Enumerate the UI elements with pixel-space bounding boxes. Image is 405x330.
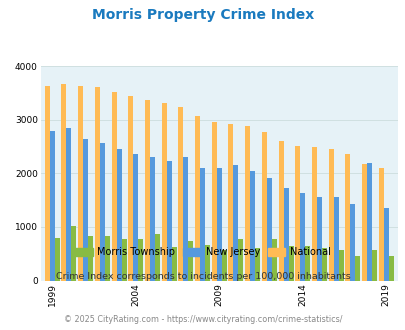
Bar [233, 165, 238, 280]
Bar [145, 100, 149, 280]
Bar [288, 246, 293, 280]
Bar [278, 141, 283, 280]
Bar [71, 226, 76, 280]
Bar [149, 157, 155, 280]
Bar [388, 256, 393, 280]
Text: © 2025 CityRating.com - https://www.cityrating.com/crime-statistics/: © 2025 CityRating.com - https://www.city… [64, 315, 341, 324]
Bar [104, 236, 110, 280]
Bar [171, 247, 176, 280]
Bar [338, 250, 343, 280]
Bar [344, 154, 350, 280]
Bar [194, 116, 200, 280]
Bar [366, 163, 371, 280]
Bar [116, 149, 121, 280]
Bar [305, 246, 309, 280]
Bar [354, 256, 359, 280]
Bar [299, 193, 305, 280]
Bar [321, 248, 326, 280]
Bar [133, 154, 138, 280]
Bar [266, 178, 271, 280]
Bar [161, 103, 166, 280]
Bar [188, 241, 193, 280]
Bar [100, 143, 104, 280]
Bar [166, 161, 171, 280]
Text: Morris Property Crime Index: Morris Property Crime Index [92, 8, 313, 22]
Bar [183, 157, 188, 280]
Bar [371, 250, 376, 280]
Bar [294, 146, 299, 280]
Bar [45, 86, 50, 280]
Bar [361, 164, 366, 280]
Bar [88, 236, 93, 280]
Bar [249, 171, 254, 280]
Bar [333, 197, 338, 280]
Bar [316, 197, 321, 280]
Bar [61, 84, 66, 280]
Bar [155, 234, 160, 280]
Bar [383, 208, 388, 280]
Bar [216, 168, 221, 280]
Bar [200, 168, 205, 280]
Bar [55, 238, 60, 280]
Bar [261, 132, 266, 280]
Bar [254, 248, 260, 280]
Bar [228, 124, 233, 280]
Bar [178, 107, 183, 280]
Bar [66, 128, 71, 280]
Bar [138, 239, 143, 280]
Bar [78, 86, 83, 280]
Bar [50, 131, 55, 280]
Bar [311, 147, 316, 280]
Bar [211, 122, 216, 280]
Bar [221, 250, 226, 280]
Bar [328, 148, 333, 280]
Bar [111, 92, 116, 280]
Bar [121, 239, 126, 280]
Bar [238, 239, 243, 280]
Bar [83, 139, 88, 280]
Bar [378, 168, 383, 280]
Bar [350, 204, 354, 280]
Bar [95, 87, 100, 280]
Legend: Morris Township, New Jersey, National: Morris Township, New Jersey, National [71, 243, 334, 261]
Bar [271, 239, 276, 280]
Bar [283, 188, 288, 280]
Bar [245, 126, 249, 280]
Text: Crime Index corresponds to incidents per 100,000 inhabitants: Crime Index corresponds to incidents per… [55, 272, 350, 281]
Bar [205, 245, 209, 280]
Bar [128, 96, 133, 280]
